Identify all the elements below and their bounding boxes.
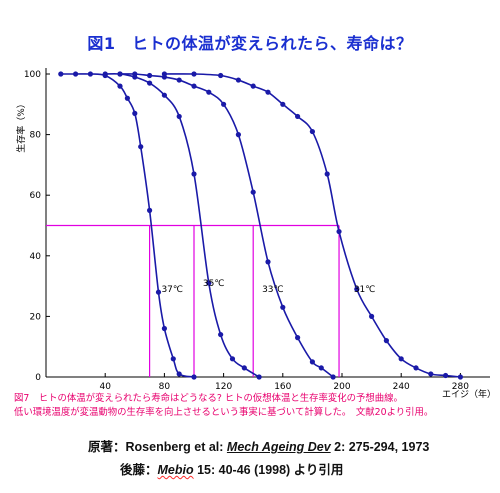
- data-point: [206, 280, 212, 286]
- data-point: [250, 189, 256, 195]
- data-point: [369, 313, 375, 319]
- data-point: [256, 374, 262, 380]
- data-point: [318, 365, 324, 371]
- axes: 0 20 40 60 80 100 40 80 120 160 200 240 280: [24, 68, 490, 392]
- data-point: [221, 101, 227, 107]
- caption: 図7 ヒトの体温が変えられたら寿命はどうなる? ヒトの仮想体温と生存率変化の予想…: [14, 392, 490, 420]
- x-tick-label: 40: [99, 382, 111, 392]
- data-point: [229, 356, 236, 362]
- data-point: [170, 356, 176, 362]
- data-point: [295, 113, 301, 120]
- reference-secondary: 後藤：Mebio 15: 40-46 (1998) より引用: [120, 459, 343, 478]
- data-point: [161, 92, 167, 98]
- y-tick-label: 20: [30, 312, 42, 322]
- y-axis-label: 生存率（%）: [15, 99, 27, 153]
- x-axis-label: エイジ（年）: [442, 388, 496, 400]
- y-tick-label: 60: [30, 191, 42, 201]
- y-tick-label: 0: [35, 373, 41, 383]
- data-point: [330, 374, 336, 380]
- data-point: [147, 207, 153, 213]
- data-point: [147, 72, 153, 79]
- data-point: [191, 171, 197, 177]
- reference-original-details: 2: 275-294, 1973: [330, 440, 430, 454]
- data-point: [176, 371, 182, 377]
- y-tick-label: 100: [24, 70, 41, 80]
- reference-secondary-prefix: 後藤：: [120, 463, 158, 477]
- data-point: [161, 71, 167, 77]
- data-point: [87, 71, 93, 77]
- data-point: [235, 132, 241, 138]
- data-point: [73, 71, 79, 77]
- data-point: [102, 71, 108, 77]
- data-point: [309, 359, 315, 365]
- data-point: [218, 331, 224, 338]
- data-point: [58, 71, 64, 77]
- reference-secondary-journal: Mebio: [157, 463, 194, 477]
- data-point: [398, 356, 404, 362]
- x-tick-label: 160: [274, 382, 291, 392]
- data-point: [336, 228, 342, 235]
- reference-original-prefix: 原著：Rosenberg et al:: [88, 440, 227, 454]
- data-point: [265, 89, 271, 95]
- y-tick-label: 80: [30, 131, 42, 141]
- series-label: 31℃: [354, 285, 376, 295]
- data-point: [413, 365, 419, 371]
- figure-title: 図1 ヒトの体温が変えられたら、寿命は？: [87, 34, 413, 53]
- data-point: [161, 325, 167, 332]
- data-point: [176, 113, 182, 120]
- series-label: 35℃: [203, 279, 225, 289]
- caption-line-2: 低い環境温度が変温動物の生存率を向上させるという事実に基づいて計算した。 文献2…: [14, 407, 434, 418]
- series-3: 31℃: [161, 71, 463, 380]
- x-tick-label: 120: [215, 382, 232, 392]
- data-point: [235, 77, 241, 83]
- data-point: [324, 171, 330, 177]
- series-label: 33℃: [262, 285, 284, 295]
- data-point: [457, 374, 463, 380]
- data-point: [280, 304, 286, 310]
- caption-line-1: 図7 ヒトの体温が変えられたら寿命はどうなる? ヒトの仮想体温と生存率変化の予想…: [14, 393, 403, 404]
- data-point: [117, 71, 123, 77]
- data-point: [383, 338, 389, 344]
- series-line: [119, 73, 334, 378]
- data-point: [280, 101, 286, 107]
- data-point: [295, 335, 301, 341]
- reference-original-journal: Mech Ageing Dev: [226, 440, 331, 454]
- data-point: [309, 128, 315, 135]
- data-point: [132, 110, 138, 116]
- data-point: [155, 289, 162, 295]
- data-point: [191, 374, 197, 380]
- x-tick-label: 280: [452, 382, 469, 392]
- data-point: [138, 144, 144, 150]
- guide-lines: [46, 224, 340, 377]
- series-label: 37℃: [161, 285, 183, 295]
- data-point: [250, 83, 256, 89]
- series-2: 33℃: [117, 71, 336, 380]
- survival-curves: 37℃ 35℃ 33℃ 31℃: [58, 71, 463, 380]
- y-tick-label: 40: [30, 252, 42, 262]
- data-point: [241, 365, 247, 371]
- data-point: [191, 83, 197, 89]
- data-point: [117, 83, 123, 89]
- data-point: [124, 95, 130, 101]
- data-point: [132, 71, 138, 77]
- data-point: [354, 286, 360, 292]
- data-point: [147, 80, 153, 86]
- data-point: [176, 77, 182, 83]
- data-point: [218, 72, 224, 79]
- x-tick-label: 80: [159, 382, 171, 392]
- reference-original: 原著：Rosenberg et al: Mech Ageing Dev 2: 2…: [88, 436, 429, 455]
- reference-secondary-details: 15: 40-46 (1998) より引用: [193, 463, 344, 477]
- series-0: 37℃: [58, 71, 197, 380]
- x-tick-label: 200: [333, 382, 350, 392]
- data-point: [206, 89, 212, 95]
- data-point: [428, 371, 434, 377]
- data-point: [191, 71, 197, 77]
- data-point: [443, 372, 449, 379]
- data-point: [265, 259, 271, 265]
- x-tick-label: 240: [393, 382, 410, 392]
